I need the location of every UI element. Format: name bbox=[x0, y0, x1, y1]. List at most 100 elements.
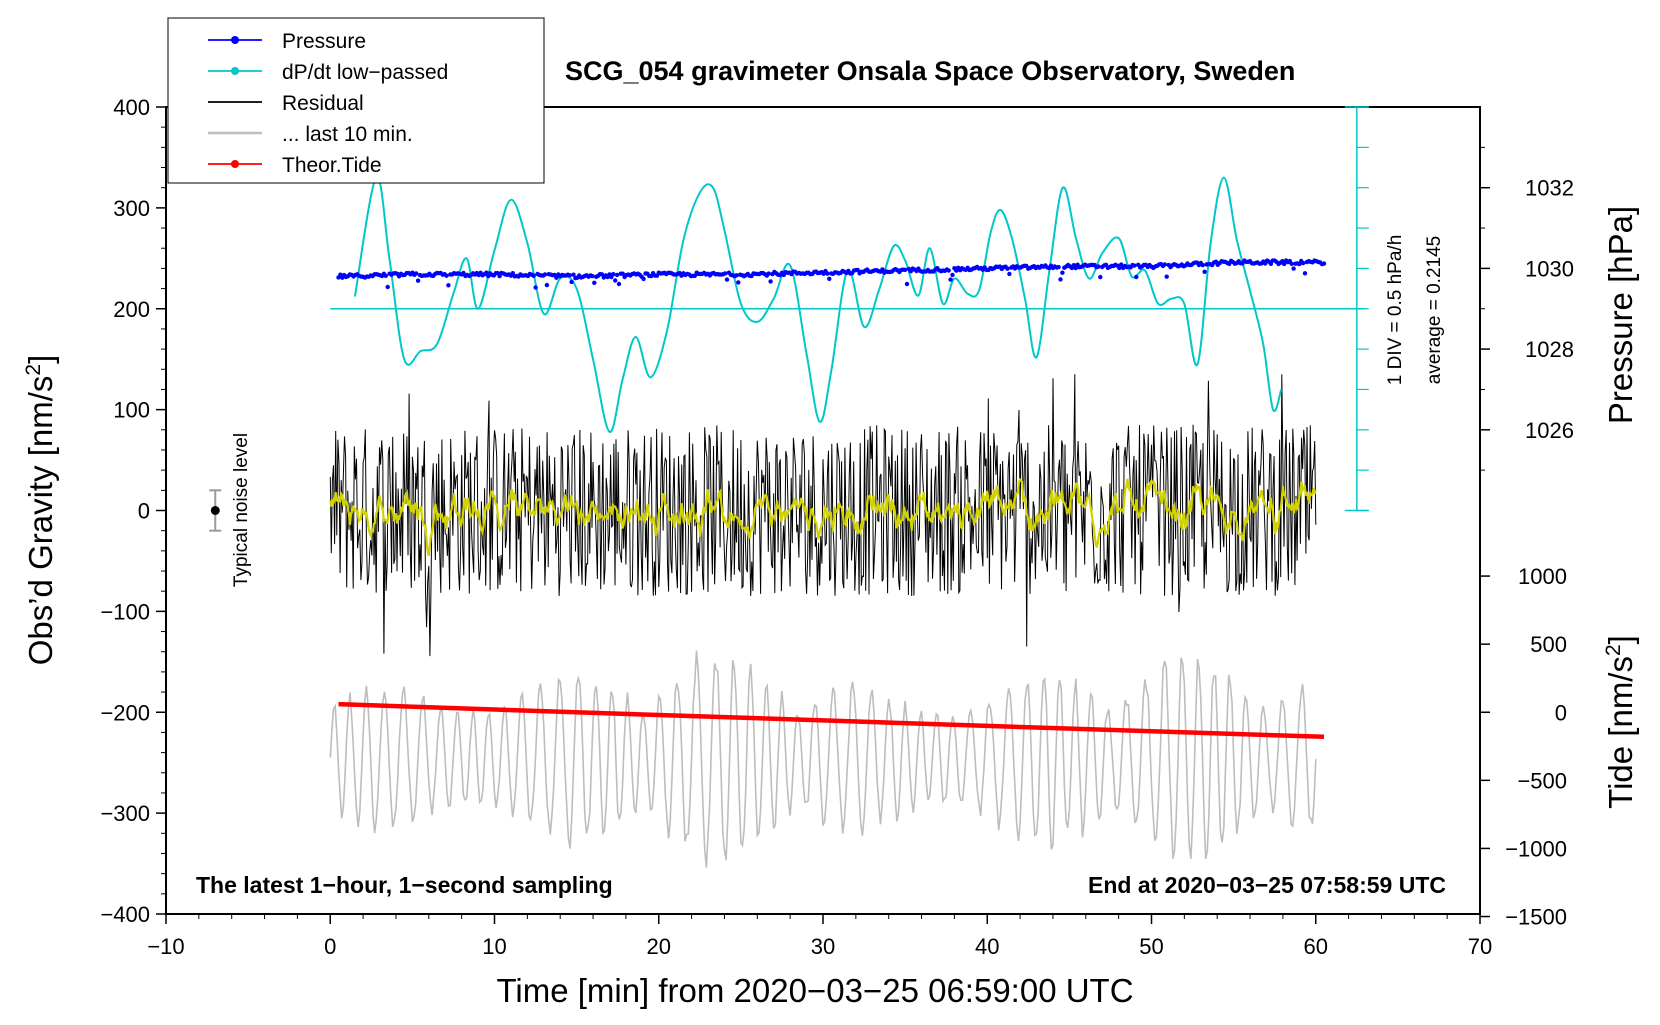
y-axis-label-sup: 2 bbox=[22, 364, 45, 376]
pressure-point bbox=[414, 271, 419, 276]
pressure-point bbox=[1268, 261, 1274, 266]
pressure-point bbox=[544, 282, 550, 288]
legend-swatches bbox=[208, 36, 262, 168]
tide-tick-label: −1500 bbox=[1505, 905, 1567, 930]
pressure-point bbox=[567, 273, 572, 278]
pressure-point bbox=[1321, 261, 1327, 266]
pressure-tick-label: 1026 bbox=[1525, 418, 1574, 443]
scale-average-label: average = 0.2145 bbox=[1424, 236, 1445, 384]
x-tick-label: 50 bbox=[1139, 934, 1163, 959]
y-axis-ticks: 400 300 200 100 0 −100 −200 −300 −400 bbox=[100, 95, 166, 927]
pressure-point bbox=[1289, 261, 1294, 266]
pressure-point bbox=[590, 273, 595, 279]
y-tick-label: −300 bbox=[100, 801, 150, 826]
last-10-min-series bbox=[329, 650, 1317, 868]
legend-swatch-dot bbox=[231, 36, 239, 44]
legend: Pressure dP/dt low−passed Residual ... l… bbox=[167, 17, 545, 184]
tide-axis-label-end: ] bbox=[1602, 635, 1639, 644]
x-axis-label: Time [min] from 2020−03−25 06:59:00 UTC bbox=[496, 972, 1133, 1009]
x-tick-label: 70 bbox=[1468, 934, 1492, 959]
pressure-axis-ticks: 1026 1028 1030 1032 bbox=[1480, 146, 1574, 471]
legend-swatch-dot bbox=[231, 67, 239, 75]
pressure-point bbox=[614, 272, 620, 278]
tide-tick-label: 0 bbox=[1555, 700, 1567, 725]
legend-dpdt-label: dP/dt low−passed bbox=[282, 61, 448, 84]
pressure-point bbox=[599, 272, 605, 277]
tide-axis-ticks: 1000 500 0 −500 −1000 −1500 bbox=[1480, 564, 1567, 930]
pressure-point bbox=[946, 268, 951, 273]
residual-series bbox=[329, 374, 1317, 657]
note-sampling: The latest 1−hour, 1−second sampling bbox=[196, 872, 613, 898]
legend-pressure-label: Pressure bbox=[282, 30, 366, 53]
pressure-point bbox=[827, 276, 832, 281]
pressure-point bbox=[724, 277, 730, 282]
note-end-time: End at 2020−03−25 07:58:59 UTC bbox=[1088, 872, 1446, 898]
pressure-point bbox=[768, 279, 773, 284]
pressure-point bbox=[1291, 266, 1296, 271]
y-tick-label: 400 bbox=[113, 95, 150, 120]
tide-tick-label: 500 bbox=[1530, 632, 1567, 657]
pressure-point bbox=[569, 279, 574, 285]
x-tick-label: 30 bbox=[811, 934, 835, 959]
pressure-point bbox=[1056, 264, 1061, 270]
pressure-point bbox=[620, 271, 625, 276]
pressure-point bbox=[1200, 262, 1205, 268]
x-tick-label: 0 bbox=[324, 934, 336, 959]
pressure-point bbox=[415, 278, 421, 283]
residual-line bbox=[329, 374, 1317, 657]
legend-last10-label: ... last 10 min. bbox=[282, 123, 413, 146]
y-tick-label: 0 bbox=[138, 499, 150, 524]
pressure-series bbox=[336, 258, 1327, 290]
pressure-point bbox=[736, 280, 741, 285]
x-tick-label: 20 bbox=[647, 934, 671, 959]
pressure-point bbox=[1134, 274, 1139, 280]
pressure-point bbox=[641, 276, 646, 282]
tide-axis-label-main: Tide [nm/s bbox=[1602, 656, 1639, 809]
tide-axis-label-sup: 2 bbox=[1602, 644, 1625, 656]
y-tick-label: −200 bbox=[100, 700, 150, 725]
pressure-point bbox=[950, 272, 955, 278]
pressure-point bbox=[1164, 274, 1169, 279]
pressure-point bbox=[1117, 265, 1122, 271]
pressure-point bbox=[1132, 263, 1137, 268]
x-tick-label: 60 bbox=[1304, 934, 1328, 959]
pressure-point bbox=[385, 284, 390, 290]
pressure-point bbox=[722, 271, 728, 276]
noise-level-label: Typical noise level bbox=[231, 433, 252, 587]
pressure-tick-label: 1030 bbox=[1525, 256, 1574, 281]
pressure-point bbox=[554, 275, 559, 280]
y-tick-label: 300 bbox=[113, 196, 150, 221]
pressure-tick-label: 1032 bbox=[1525, 176, 1574, 201]
pressure-point bbox=[1119, 262, 1124, 267]
chart-title: SCG_054 gravimeter Onsala Space Observat… bbox=[565, 56, 1295, 86]
pressure-point bbox=[1058, 277, 1063, 282]
pressure-point bbox=[571, 272, 576, 277]
y-tick-label: −400 bbox=[100, 902, 150, 927]
pressure-point bbox=[734, 273, 739, 278]
pressure-point bbox=[444, 273, 449, 278]
pressure-point bbox=[542, 272, 548, 277]
pressure-point bbox=[766, 271, 771, 276]
scale-div-label: 1 DIV = 0.5 hPa/h bbox=[1385, 235, 1406, 386]
residual-smoothed-line bbox=[329, 477, 1317, 557]
tide-tick-label: 1000 bbox=[1518, 564, 1567, 589]
pressure-axis-label: Pressure [hPa] bbox=[1602, 206, 1639, 424]
pressure-point bbox=[611, 272, 616, 277]
dpdt-line bbox=[353, 176, 1283, 433]
pressure-point bbox=[1005, 266, 1010, 271]
dpdt-series bbox=[330, 176, 1366, 433]
noise-point bbox=[210, 506, 220, 515]
y-tick-label: −100 bbox=[100, 599, 150, 624]
tide-tick-label: −500 bbox=[1517, 768, 1567, 793]
legend-box bbox=[167, 17, 545, 184]
x-tick-label: −10 bbox=[147, 934, 184, 959]
y-axis-label: Obs’d Gravity [nm/s2] bbox=[22, 355, 59, 666]
pressure-point bbox=[1282, 261, 1287, 267]
pressure-point bbox=[880, 267, 885, 272]
pressure-point bbox=[1162, 262, 1168, 267]
x-axis-ticks: −10 0 10 20 30 40 50 60 70 bbox=[147, 914, 1492, 959]
pressure-point bbox=[484, 270, 489, 275]
pressure-point bbox=[902, 267, 908, 272]
pressure-point bbox=[1060, 270, 1065, 275]
